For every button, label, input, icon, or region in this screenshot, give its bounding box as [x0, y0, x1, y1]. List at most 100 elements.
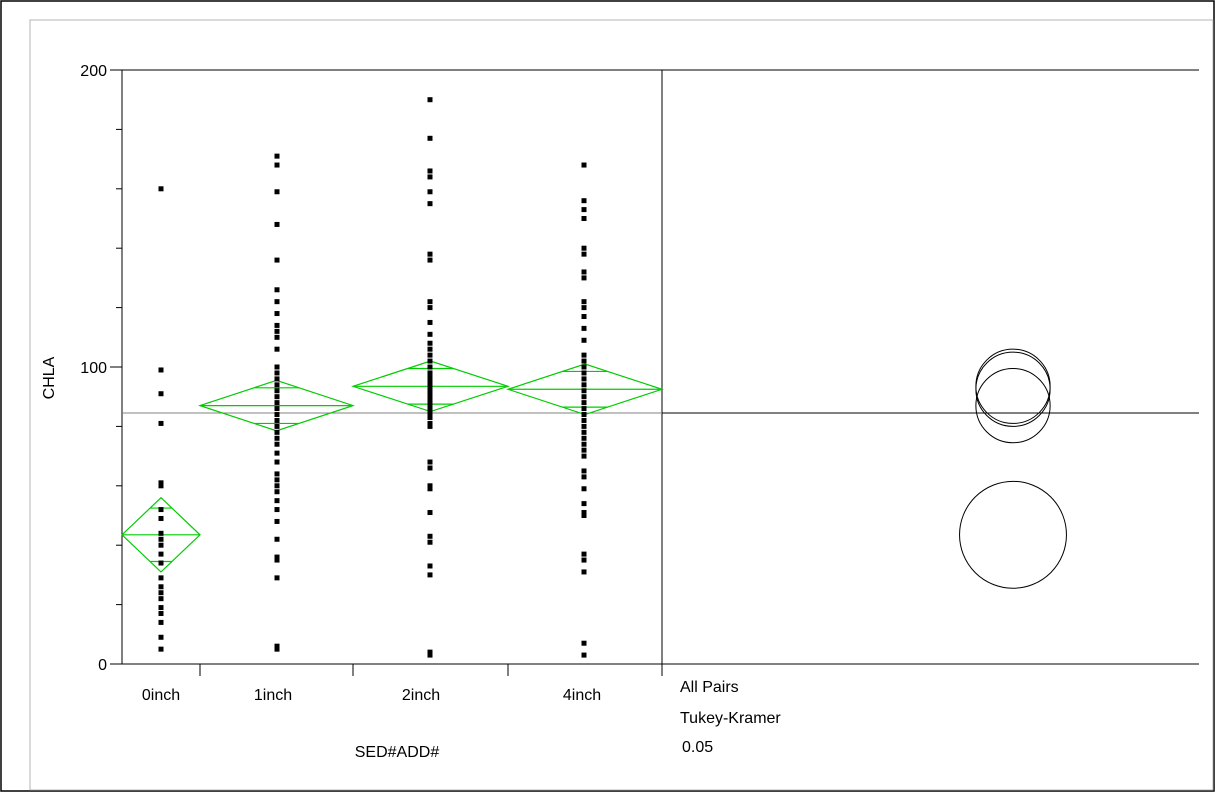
data-point-4inch [581, 388, 587, 394]
data-point-4inch [581, 245, 587, 251]
data-point-4inch [581, 406, 587, 412]
data-point-2inch [427, 510, 433, 516]
data-point-0inch [158, 605, 164, 611]
data-point-4inch [581, 447, 587, 453]
data-point-4inch [581, 364, 587, 370]
data-point-1inch [274, 388, 280, 394]
data-point-2inch [427, 465, 433, 471]
data-point-2inch [427, 483, 433, 489]
data-point-4inch [581, 510, 587, 516]
data-point-4inch [581, 468, 587, 474]
data-point-4inch [581, 557, 587, 563]
y-tick-label: 200 [80, 63, 107, 80]
x-tick-label-0inch: 0inch [142, 687, 180, 704]
data-point-4inch [581, 417, 587, 423]
data-point-0inch [158, 536, 164, 542]
data-point-1inch [274, 221, 280, 227]
data-point-0inch [158, 480, 164, 486]
data-point-2inch [427, 257, 433, 263]
data-point-4inch [581, 551, 587, 557]
data-point-4inch [581, 441, 587, 447]
data-point-1inch [274, 575, 280, 581]
data-point-2inch [427, 340, 433, 346]
data-point-1inch [274, 643, 280, 649]
data-point-1inch [274, 311, 280, 317]
data-point-0inch [158, 611, 164, 617]
data-point-2inch [427, 331, 433, 337]
data-point-2inch [427, 394, 433, 400]
data-point-1inch [274, 423, 280, 429]
data-point-0inch [158, 186, 164, 192]
data-point-1inch [274, 441, 280, 447]
data-point-2inch [427, 373, 433, 379]
y-tick-label: 0 [98, 657, 107, 674]
data-point-2inch [427, 409, 433, 415]
data-point-2inch [427, 412, 433, 418]
data-point-4inch [581, 314, 587, 320]
data-point-4inch [581, 269, 587, 275]
data-point-2inch [427, 563, 433, 569]
data-point-2inch [427, 423, 433, 429]
data-point-1inch [274, 376, 280, 382]
data-point-1inch [274, 483, 280, 489]
comparison-label-alpha: 0.05 [682, 739, 713, 756]
data-point-1inch [274, 382, 280, 388]
data-point-1inch [274, 364, 280, 370]
data-point-0inch [158, 575, 164, 581]
data-point-1inch [274, 536, 280, 542]
data-point-0inch [158, 619, 164, 625]
data-point-0inch [158, 530, 164, 536]
data-point-4inch [581, 382, 587, 388]
data-point-2inch [427, 299, 433, 305]
data-point-1inch [274, 471, 280, 477]
data-point-1inch [274, 557, 280, 563]
data-point-4inch [581, 652, 587, 658]
data-point-2inch [427, 251, 433, 257]
data-point-1inch [274, 417, 280, 423]
data-point-2inch [427, 388, 433, 394]
x-tick-label-1inch: 1inch [254, 687, 292, 704]
data-point-2inch [427, 97, 433, 103]
data-point-2inch [427, 370, 433, 376]
data-point-4inch [581, 207, 587, 213]
data-point-4inch [581, 453, 587, 459]
data-point-1inch [274, 162, 280, 168]
data-point-2inch [427, 174, 433, 180]
data-point-1inch [274, 450, 280, 456]
data-point-2inch [427, 358, 433, 364]
data-point-1inch [274, 459, 280, 465]
data-point-1inch [274, 518, 280, 524]
data-point-0inch [158, 646, 164, 652]
data-point-4inch [581, 325, 587, 331]
data-point-2inch [427, 135, 433, 141]
data-point-2inch [427, 486, 433, 492]
data-point-0inch [158, 560, 164, 566]
data-point-4inch [581, 358, 587, 364]
data-point-4inch [581, 162, 587, 168]
data-point-0inch [158, 367, 164, 373]
x-tick-label-2inch: 2inch [402, 687, 440, 704]
data-point-2inch [427, 391, 433, 397]
data-point-0inch [158, 590, 164, 596]
data-point-4inch [581, 640, 587, 646]
data-point-2inch [427, 364, 433, 370]
data-point-2inch [427, 652, 433, 658]
data-point-1inch [274, 346, 280, 352]
data-point-4inch [581, 305, 587, 311]
data-point-4inch [581, 435, 587, 441]
data-point-4inch [581, 412, 587, 418]
data-point-0inch [158, 596, 164, 602]
y-axis-label: CHLA [41, 356, 58, 399]
data-point-4inch [581, 486, 587, 492]
data-point-2inch [427, 400, 433, 406]
data-point-1inch [274, 334, 280, 340]
data-point-4inch [581, 513, 587, 518]
data-point-4inch [581, 474, 587, 480]
data-point-0inch [158, 542, 164, 548]
data-point-1inch [274, 412, 280, 418]
data-point-2inch [427, 420, 433, 426]
comparison-circle-0inch [959, 480, 1067, 589]
data-point-1inch [274, 646, 280, 652]
